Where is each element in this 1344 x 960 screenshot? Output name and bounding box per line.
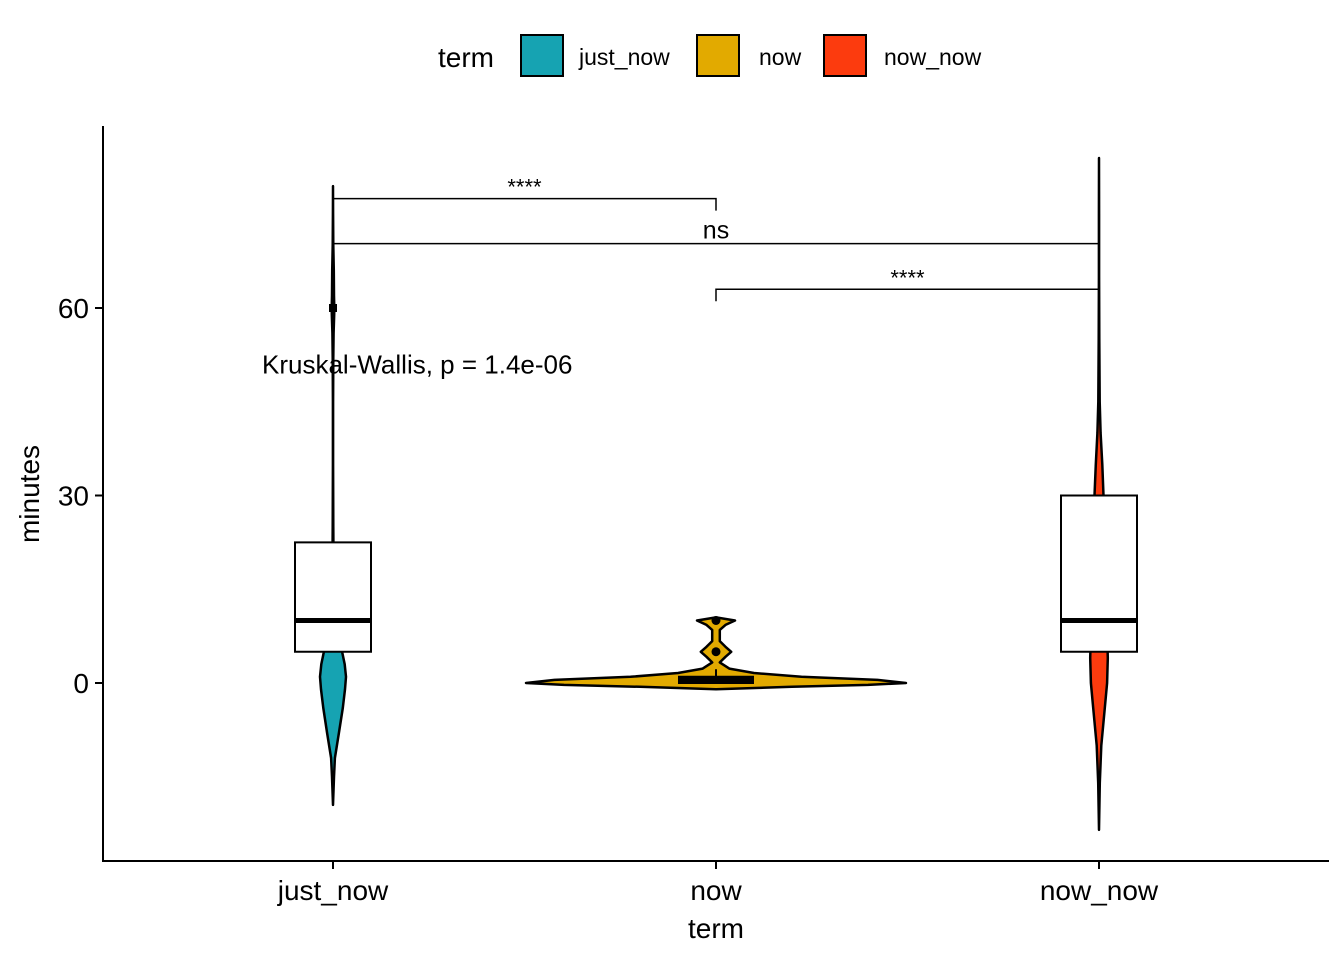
legend-swatch-just_now [520, 34, 564, 77]
box-just_now [294, 541, 372, 653]
x-tick-label: now_now [1040, 875, 1159, 906]
x-axis-ticks: just_now now now_now [277, 861, 1159, 906]
kruskal-wallis-annotation: Kruskal-Wallis, p = 1.4e-06 [262, 349, 572, 379]
x-tick-label: just_now [277, 875, 389, 906]
x-axis-title: term [688, 913, 744, 944]
legend-swatch-now_now [823, 34, 867, 77]
comparison-just_now-now_now: ns [332, 217, 1100, 256]
comparison-bracket [715, 288, 1100, 302]
comparison-now-now_now: **** [715, 265, 1100, 302]
legend-swatch-now [696, 34, 740, 77]
y-tick-label: 30 [58, 481, 89, 512]
x-tick-label: now [690, 875, 742, 906]
comparison-bracket [332, 197, 717, 211]
violin-now_now [1088, 156, 1110, 832]
plot-area: **** ns **** [294, 156, 1138, 832]
outlier-point [711, 616, 721, 625]
y-tick-label: 60 [58, 293, 89, 324]
comparison-label: **** [890, 265, 925, 290]
legend-label-just_now: just_now [578, 44, 670, 70]
box-now [678, 675, 754, 684]
y-axis-ticks: 0 30 60 [58, 293, 103, 699]
legend-entries: just_now now now_now [520, 34, 982, 77]
comparison-bracket [332, 242, 1100, 256]
outlier-point [711, 647, 721, 657]
comparison-label: ns [703, 217, 729, 245]
box-now_now [1060, 494, 1138, 653]
violin-just_now [318, 184, 348, 807]
comparison-label: **** [507, 175, 542, 200]
y-axis-title: minutes [14, 445, 45, 543]
legend-label-now: now [759, 44, 802, 70]
legend: term just_now now now_now [438, 34, 982, 77]
outlier-point [329, 304, 337, 312]
y-tick-label: 0 [73, 668, 89, 699]
comparison-just_now-now: **** [332, 175, 717, 211]
legend-label-now_now: now_now [884, 44, 982, 70]
legend-title: term [438, 42, 494, 73]
